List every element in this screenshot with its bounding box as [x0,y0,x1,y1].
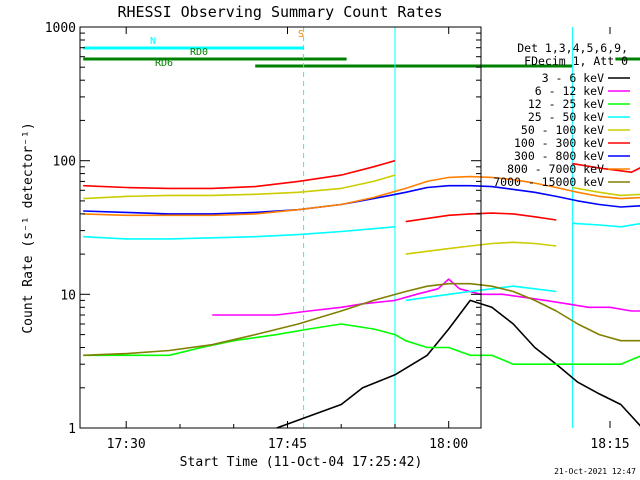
series-25-50-kev-segment-0 [83,226,396,240]
series-25-50-kev-segment-2 [572,222,640,228]
legend-label-3-6-kev: 3 - 6 keV [542,71,604,85]
series-50-100-kev-segment-2 [572,186,640,197]
y-tick-label-1: 1 [68,422,76,437]
axis-ticks: 17:3017:4518:0018:1518:3018:4519:0011010… [45,21,630,452]
y-tick-label-10: 10 [60,288,76,303]
legend-label-7000-15000-kev: 7000 - 15000 keV [493,175,604,189]
legend-header-line-1: FDecim 1, Att 0 [524,54,628,68]
flag-label-s: S [298,29,304,40]
series-100-300-kev-segment-0 [83,159,396,190]
series-3-6-kev-segment-0 [276,299,640,429]
x-tick-label-17-30: 17:30 [107,437,146,452]
y-tick-label-1000: 1000 [45,21,76,36]
legend-label-25-50-kev: 25 - 50 keV [528,110,604,124]
chart-title: RHESSI Observing Summary Count Rates [117,3,442,21]
series-7000-15000-kev-segment-0 [83,282,640,357]
legend-label-12-25-kev: 12 - 25 keV [528,97,604,111]
flag-label-rd0: RD0 [190,47,208,58]
plot-series [83,159,640,429]
series-12-25-kev-segment-0 [83,323,640,366]
legend-header-line-0: Det 1,3,4,5,6,9, [517,41,628,55]
x-tick-label-18-00: 18:00 [429,437,468,452]
legend-label-100-300-kev: 100 - 300 keV [514,136,604,150]
x-axis-label: Start Time (11-Oct-04 17:25:42) [180,455,423,470]
legend-label-800-7000-kev: 800 - 7000 keV [507,162,604,176]
series-300-800-kev-segment-0 [83,184,640,215]
flag-label-rd6: RD6 [155,58,173,69]
legend: Det 1,3,4,5,6,9,FDecim 1, Att 0 3 - 6 keV… [493,41,630,189]
series-800-7000-kev-segment-0 [83,175,640,217]
legend-label-6-12-kev: 6 - 12 keV [535,84,604,98]
y-axis-label: Count Rate (s⁻¹ detector⁻¹) [21,122,36,333]
series-100-300-kev-segment-2 [572,162,640,173]
plot-frame [79,26,482,429]
series-6-12-kev-segment-0 [212,278,640,316]
flag-label-n: N [150,36,156,47]
x-tick-label-17-45: 17:45 [268,437,307,452]
y-tick-label-100: 100 [53,155,76,170]
legend-label-300-800-kev: 300 - 800 keV [514,149,604,163]
legend-label-50-100-kev: 50 - 100 keV [521,123,604,137]
series-50-100-kev-segment-0 [83,174,396,200]
flag-bars: N RD0 RD6 S [83,29,640,69]
timestamp: 21-Oct-2021 12:47 [554,467,636,476]
x-tick-label-18-15: 18:15 [590,437,629,452]
